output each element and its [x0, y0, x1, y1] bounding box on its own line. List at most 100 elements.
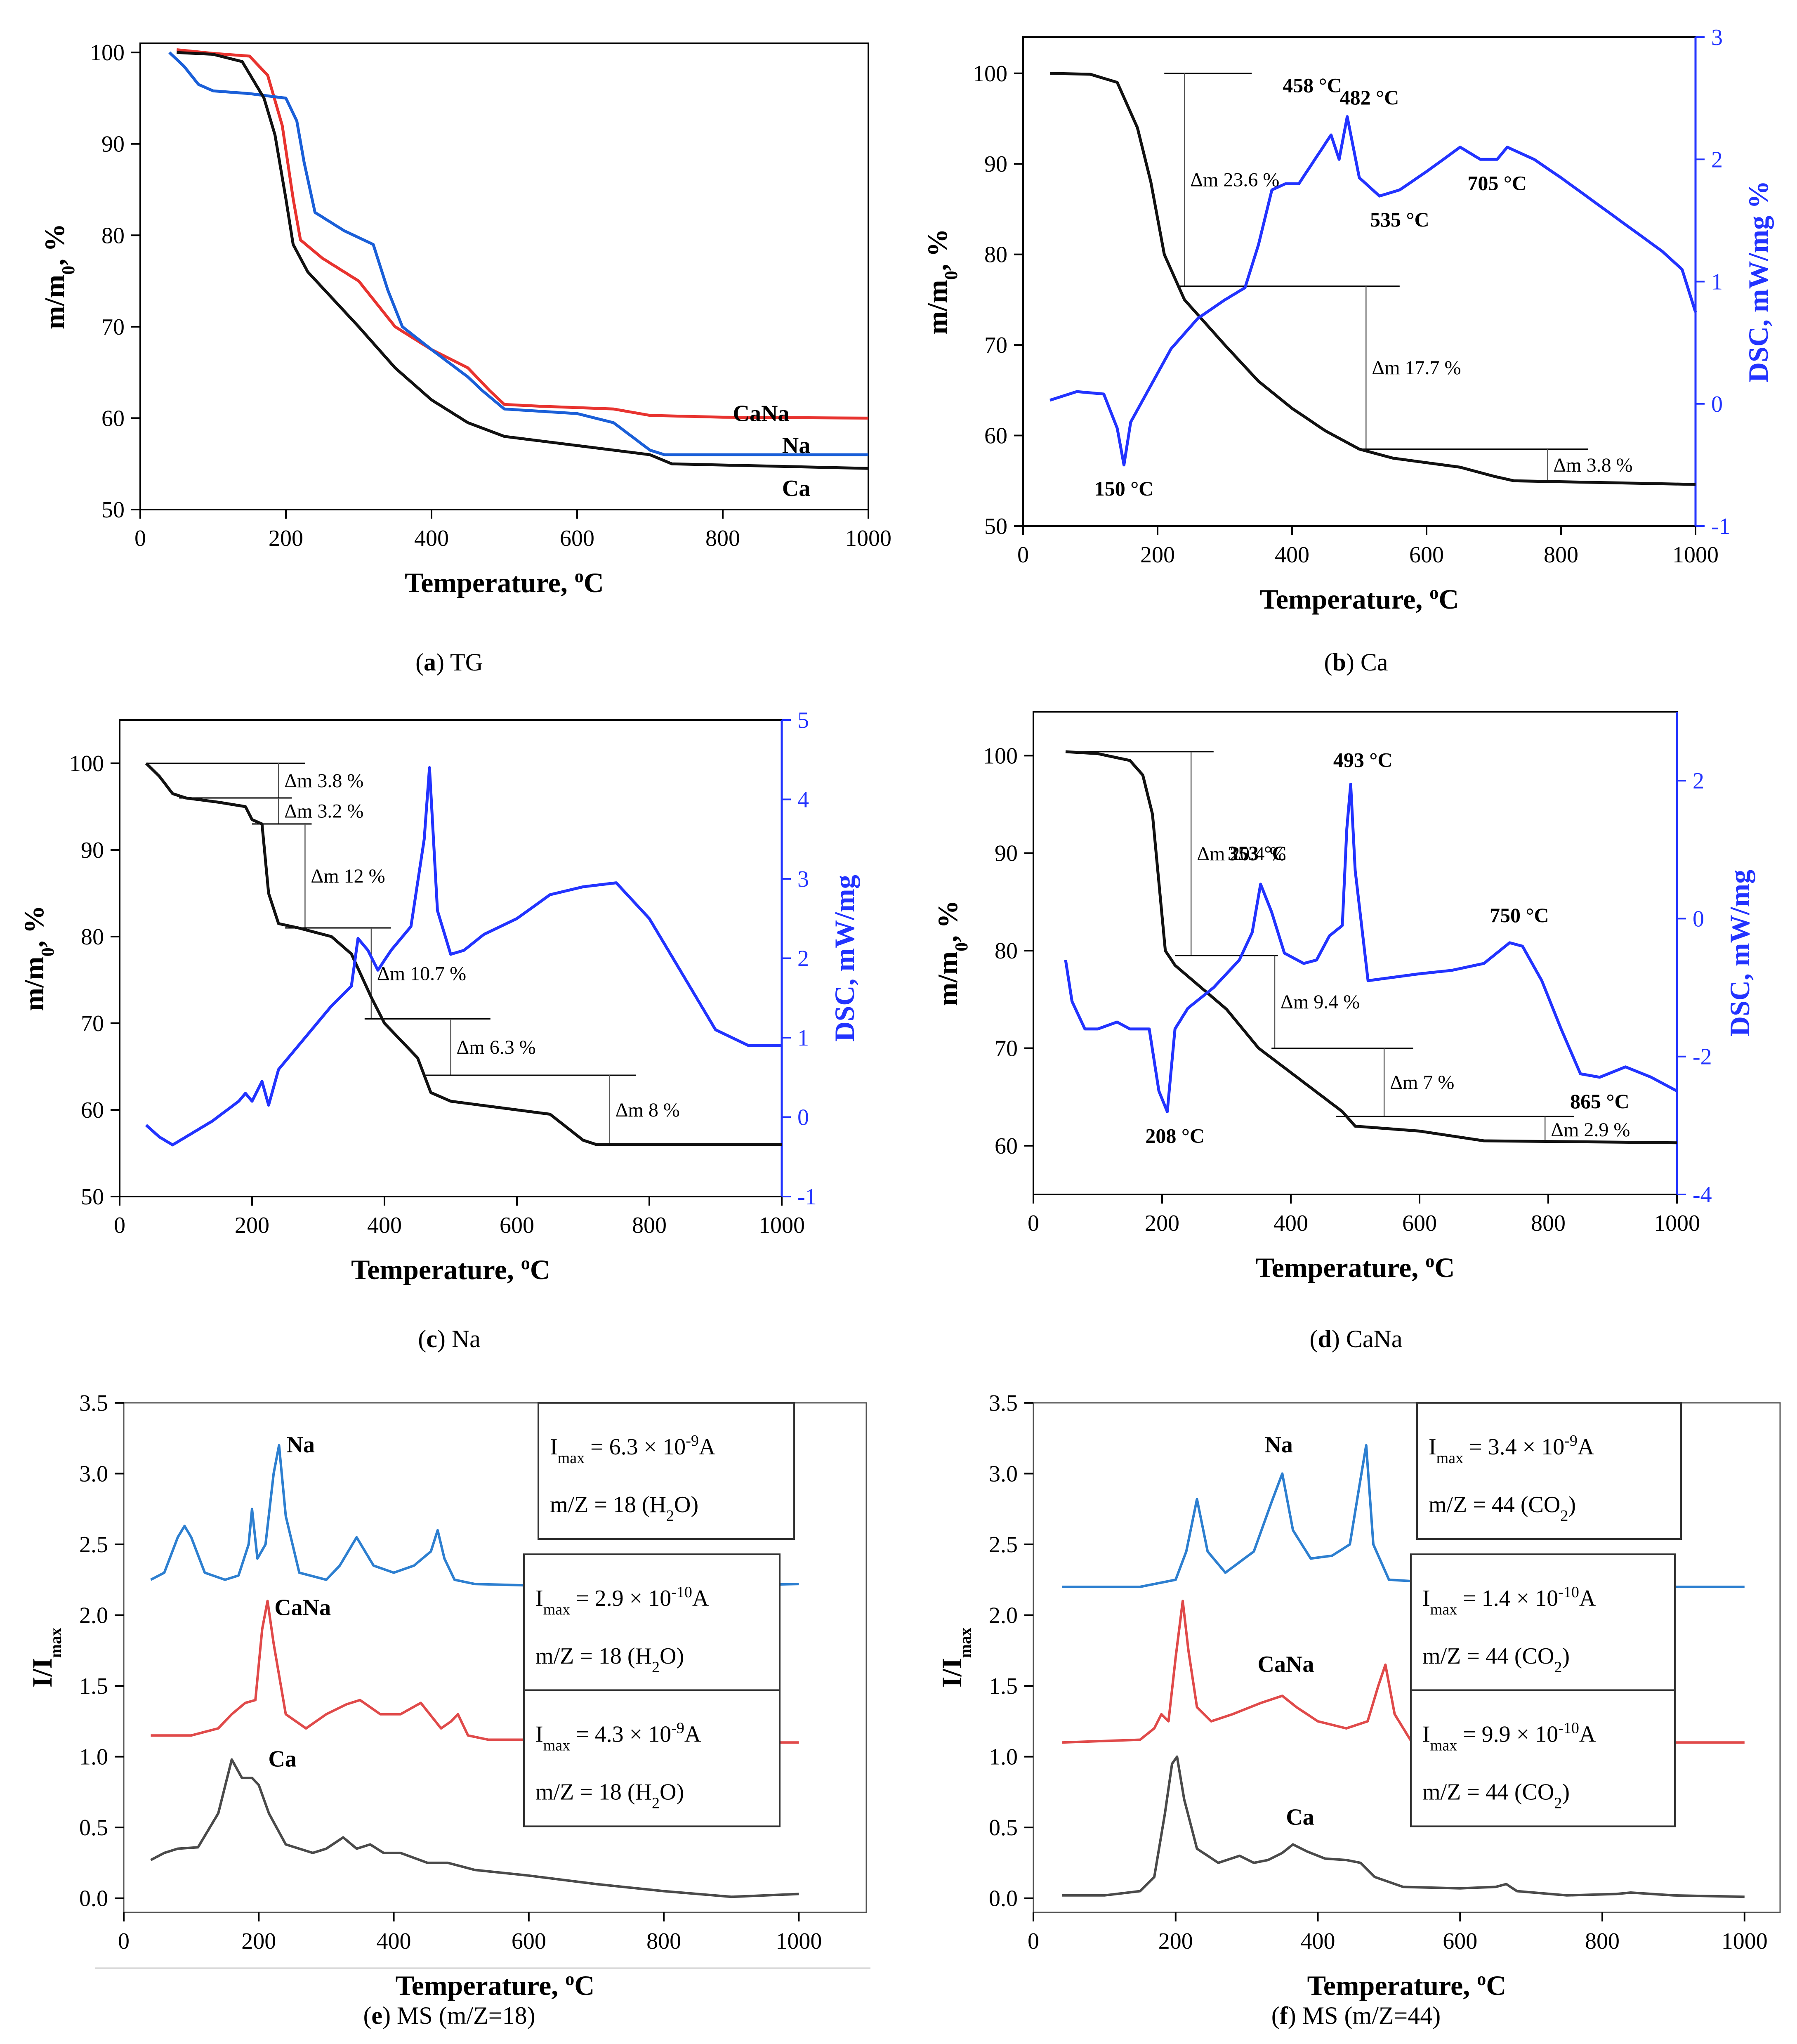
series-label-CaNa: CaNa: [733, 401, 790, 426]
caption-a: (a) TG: [415, 649, 483, 676]
series-line-CaNa: [176, 48, 869, 420]
x-axis-title: Temperature, oC: [1256, 1251, 1455, 1284]
y-axis-title: m/m0, %: [922, 229, 961, 334]
y-tick-label: 50: [81, 1184, 104, 1210]
x-tick-label: 1000: [1672, 542, 1719, 568]
y-tick-label: 2.5: [989, 1532, 1018, 1558]
y-tick-label: 0.0: [79, 1886, 108, 1912]
y2-tick-label: 0: [1693, 906, 1704, 932]
x-tick-label: 200: [1140, 542, 1175, 568]
caption-close: ): [382, 2002, 391, 2029]
caption-c: (c) Na: [418, 1325, 481, 1352]
caption-letter: d: [1318, 1325, 1332, 1352]
step-label: Δm 3.8 %: [1553, 454, 1632, 476]
series-line-Ca: [150, 1758, 799, 1898]
x-tick-label: 400: [414, 526, 449, 551]
peak-label: 458 °C: [1283, 73, 1342, 97]
y2-tick-label: 2: [797, 946, 809, 972]
imax-subscript: max: [1430, 1737, 1457, 1754]
xlabel-degree: o: [575, 566, 584, 586]
y2-axis-title: DSC, mW/mg: [829, 875, 860, 1041]
x-tick-label: 0: [1017, 542, 1029, 568]
y-tick-label: 80: [101, 223, 125, 248]
y-tick-label: 50: [984, 514, 1007, 539]
xlabel-degree: o: [1429, 583, 1439, 603]
mz-suffix: ): [1568, 1492, 1576, 1518]
ylabel-unit: , %: [39, 224, 70, 266]
y-tick-label: 70: [81, 1011, 104, 1036]
x-tick-label: 1000: [759, 1213, 805, 1238]
caption-letter: f: [1280, 2002, 1288, 2029]
panel-c: 0 200 400 600 800 1000 50 60 70 80 90 100 -1 0 1 2 3 4 5 DS…: [18, 708, 860, 1285]
x-tick-label: 0: [1028, 1211, 1039, 1236]
ylabel-main: I/I: [936, 1658, 967, 1688]
series-line-Na: [150, 1444, 799, 1588]
imax-unit: A: [1579, 1721, 1596, 1747]
y-tick-label: 3.5: [79, 1390, 108, 1416]
info-box-imax: Imax = 2.9 × 10-10A: [535, 1584, 709, 1618]
plot-frame: [119, 719, 783, 1197]
y-tick-label: 90: [995, 841, 1018, 866]
xlabel-unit: C: [584, 567, 604, 598]
info-box-mz: m/Z = 18 (H2O): [535, 1779, 684, 1812]
imax-exponent: -9: [1564, 1432, 1578, 1449]
imax-unit: A: [1579, 1586, 1596, 1611]
caption-text: CaNa: [1340, 1325, 1403, 1352]
series-label-Na: Na: [287, 1432, 315, 1458]
x-tick-label: 0: [118, 1928, 130, 1954]
xlabel-degree: o: [1425, 1251, 1434, 1271]
xlabel-main: Temperature,: [1260, 583, 1430, 615]
info-box-imax: Imax = 4.3 × 10-9A: [535, 1719, 701, 1754]
x-tick-label: 800: [1531, 1211, 1566, 1236]
y-tick-label: 60: [101, 406, 125, 431]
xlabel-main: Temperature,: [1307, 1970, 1477, 2001]
x-tick-label: 400: [377, 1928, 411, 1954]
y2-tick-label: -2: [1693, 1044, 1712, 1070]
caption-open: (: [1271, 2002, 1280, 2029]
info-box: [1410, 1689, 1676, 1827]
info-box-mz: m/Z = 44 (CO2): [1429, 1492, 1576, 1525]
mz-subscript: 2: [1560, 1507, 1568, 1525]
y-tick-label: 2.5: [79, 1532, 108, 1558]
x-tick-label: 600: [1409, 542, 1444, 568]
mz-subscript: 2: [652, 1794, 660, 1812]
x-tick-label: 1000: [1654, 1211, 1700, 1236]
x-tick-label: 200: [1158, 1928, 1193, 1954]
info-box-mz: m/Z = 18 (H2O): [550, 1492, 698, 1525]
step-label: Δm 6.3 %: [457, 1036, 536, 1058]
ylabel-main: m/m: [922, 280, 953, 334]
caption-close: ): [1346, 649, 1354, 676]
x-tick-label: 800: [646, 1928, 681, 1954]
y-axis-title: m/m0, %: [39, 224, 78, 329]
mz-subscript: 2: [666, 1507, 674, 1525]
series-label-CaNa: CaNa: [274, 1595, 331, 1621]
x-tick-label: 800: [1544, 542, 1578, 568]
imax-value: = 6.3 × 10: [585, 1434, 686, 1460]
imax-symbol: I: [535, 1586, 543, 1611]
xlabel-main: Temperature,: [405, 567, 575, 598]
mz-subscript: 2: [652, 1659, 660, 1676]
y-axis-title: m/m0, %: [18, 905, 58, 1011]
series-label-Na: Na: [782, 433, 810, 458]
series-label-CaNa: CaNa: [1258, 1652, 1314, 1677]
caption-open: (: [418, 1325, 426, 1352]
y-tick-label: 3.5: [989, 1390, 1018, 1416]
ylabel-sub: 0: [38, 947, 58, 956]
dsc-curve: [1064, 783, 1678, 1113]
info-box: [1416, 1402, 1682, 1540]
step-label: Δm 8 %: [616, 1099, 680, 1121]
y2-tick-label: 2: [1693, 768, 1704, 794]
panel-e: 0 200 400 600 800 1000 0.0 0.5 1.0 1.5 2.0 2.5 3.0 3.…: [26, 1390, 867, 2001]
plot-frame: [123, 1402, 867, 1913]
imax-symbol: I: [1422, 1721, 1430, 1747]
info-box-imax: Imax = 3.4 × 10-9A: [1429, 1432, 1594, 1467]
y-tick-label: 1.0: [79, 1744, 108, 1770]
x-tick-label: 600: [560, 526, 594, 551]
plot-frame: [139, 42, 869, 510]
panel-d: 0 200 400 600 800 1000 60 70 80 90 100 -4 -2 0 2 DSC, m…: [932, 711, 1755, 1284]
y-tick-label: 70: [995, 1036, 1018, 1061]
peak-label: 150 °C: [1094, 477, 1154, 500]
info-box: [538, 1402, 795, 1540]
caption-letter: b: [1332, 649, 1346, 676]
imax-unit: A: [1578, 1434, 1594, 1460]
